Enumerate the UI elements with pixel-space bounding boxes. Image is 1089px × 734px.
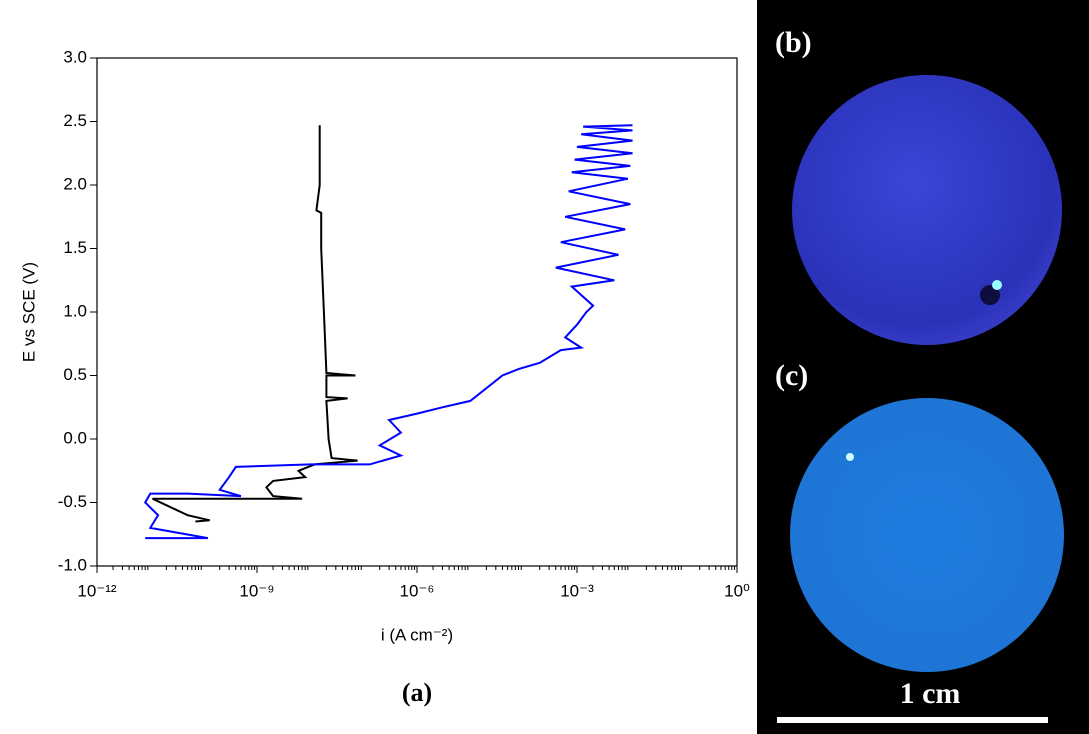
- plot-frame: [96, 57, 738, 567]
- y-tick-label: 0.5: [63, 365, 87, 384]
- y-axis-label: E vs SCE (V): [19, 262, 38, 362]
- pit: [992, 280, 1002, 290]
- pit: [846, 453, 854, 461]
- scale-bar: [777, 717, 1048, 723]
- panel-label: (b): [775, 26, 812, 59]
- y-tick-label: 1.5: [63, 238, 87, 257]
- pit: [980, 285, 1000, 305]
- y-tick-label: 1.0: [63, 301, 87, 320]
- y-tick-label: 3.0: [63, 47, 87, 66]
- y-tick-label: -0.5: [58, 492, 87, 511]
- y-tick-label: 2.5: [63, 111, 87, 130]
- data-line: [152, 125, 358, 523]
- x-tick-label: 10⁻¹²: [77, 581, 117, 600]
- panel-label: (c): [775, 359, 808, 392]
- panel-label: (a): [402, 678, 432, 707]
- x-tick-label: 10⁰: [724, 581, 750, 600]
- x-tick-label: 10⁻⁶: [400, 581, 435, 600]
- sample-photo-c: [790, 398, 1064, 672]
- x-axis-label: i (A cm⁻²): [381, 625, 453, 644]
- scale-bar-label: 1 cm: [900, 677, 961, 710]
- y-tick-label: 0.0: [63, 428, 87, 447]
- x-tick-label: 10⁻³: [560, 581, 594, 600]
- y-tick-label: 2.0: [63, 174, 87, 193]
- y-tick-label: -1.0: [58, 555, 87, 574]
- sample-photo-b: [792, 75, 1062, 345]
- data-line: [143, 124, 633, 540]
- x-tick-label: 10⁻⁹: [239, 581, 274, 600]
